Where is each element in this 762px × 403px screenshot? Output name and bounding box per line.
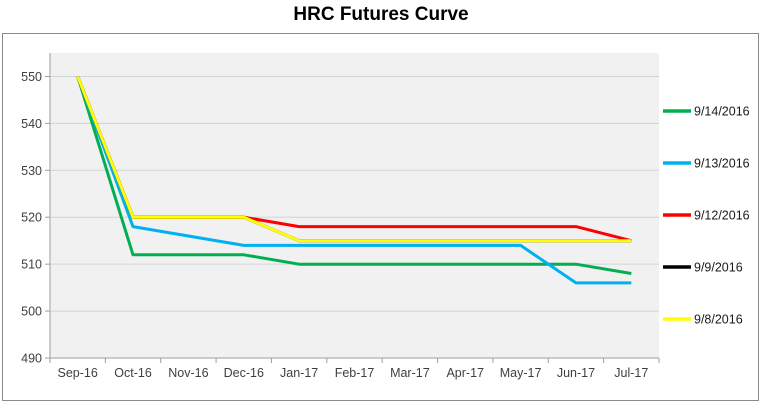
x-axis-label: Jan-17: [280, 366, 318, 380]
y-axis-label: 510: [21, 258, 42, 272]
y-axis-label: 490: [21, 352, 42, 366]
y-axis-label: 530: [21, 164, 42, 178]
x-axis-label: Feb-17: [335, 366, 375, 380]
legend-label: 9/14/2016: [694, 105, 750, 119]
legend-label: 9/8/2016: [694, 313, 743, 327]
x-axis-label: Oct-16: [114, 366, 152, 380]
series-line-2: [76, 75, 632, 285]
y-axis-label: 540: [21, 117, 42, 131]
x-axis-label: May-17: [500, 366, 542, 380]
x-axis-label: Jun-17: [557, 366, 595, 380]
x-axis-label: Dec-16: [224, 366, 264, 380]
x-axis-label: Mar-17: [390, 366, 430, 380]
series-line-5: [76, 75, 632, 243]
series-line-1: [76, 76, 632, 275]
x-axis-label: Nov-16: [168, 366, 208, 380]
chart-title: HRC Futures Curve: [293, 4, 469, 25]
y-axis-label: 500: [21, 305, 42, 319]
legend-label: 9/12/2016: [694, 209, 750, 223]
y-axis-label: 550: [21, 70, 42, 84]
x-axis-label: Sep-16: [58, 366, 98, 380]
y-axis-label: 520: [21, 211, 42, 225]
x-axis-label: Jul-17: [614, 366, 648, 380]
legend-label: 9/13/2016: [694, 157, 750, 171]
x-axis-label: Apr-17: [446, 366, 484, 380]
legend-label: 9/9/2016: [694, 261, 743, 275]
plot-area: [50, 53, 659, 358]
